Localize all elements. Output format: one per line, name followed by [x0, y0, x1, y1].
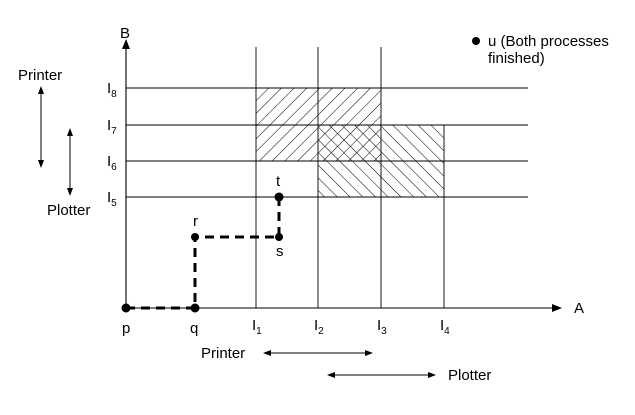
execution-trajectory: p q r s t [121, 173, 284, 337]
point-t-dot [274, 192, 284, 202]
y-tick-i7: I7 [107, 117, 117, 137]
point-r-dot [191, 233, 199, 241]
grid-lines [126, 47, 528, 308]
y-axis-label: B [120, 25, 130, 42]
x-printer-arrowhead-left [263, 350, 271, 356]
y-plotter-arrowhead-up [67, 128, 73, 136]
x-plotter-label: Plotter [448, 367, 491, 384]
x-tick-i1: I1 [252, 317, 262, 337]
y-printer-arrowhead-down [38, 160, 44, 168]
y-tick-labels: I8 I7 I6 I5 [107, 80, 117, 209]
point-p-dot [121, 303, 131, 313]
y-resource-legend: Printer Plotter [18, 67, 90, 219]
point-u-dot [472, 37, 480, 45]
y-axis-arrowhead [122, 39, 130, 49]
y-printer-arrowhead-up [38, 86, 44, 94]
x-tick-labels: I1 I2 I3 I4 [252, 317, 450, 337]
point-r-label: r [193, 213, 198, 230]
point-q-dot [190, 303, 200, 313]
point-s-dot [275, 233, 283, 241]
y-plotter-arrowhead-down [67, 188, 73, 196]
y-tick-i8: I8 [107, 80, 117, 100]
point-t-label: t [276, 173, 281, 190]
x-tick-i2: I2 [314, 317, 324, 337]
x-tick-i3: I3 [377, 317, 387, 337]
finish-note: u (Both processes finished) [472, 33, 609, 67]
point-p-label: p [122, 320, 130, 337]
x-resource-legend: Printer Plotter [201, 345, 491, 384]
x-tick-i4: I4 [440, 317, 450, 337]
y-plotter-label: Plotter [47, 202, 90, 219]
x-plotter-arrowhead-right [428, 372, 436, 378]
y-tick-i6: I6 [107, 153, 117, 173]
finish-note-line2: finished) [488, 50, 545, 67]
x-plotter-arrowhead-left [327, 372, 335, 378]
x-printer-arrowhead-right [365, 350, 373, 356]
x-axis-label: A [574, 300, 584, 317]
y-tick-i5: I5 [107, 189, 117, 209]
forbidden-regions [256, 88, 444, 197]
point-q-label: q [190, 320, 198, 337]
x-axis-arrowhead [552, 304, 562, 312]
x-printer-label: Printer [201, 345, 245, 362]
finish-note-line1: u (Both processes [488, 33, 609, 50]
point-s-label: s [276, 243, 284, 260]
y-printer-label: Printer [18, 67, 62, 84]
